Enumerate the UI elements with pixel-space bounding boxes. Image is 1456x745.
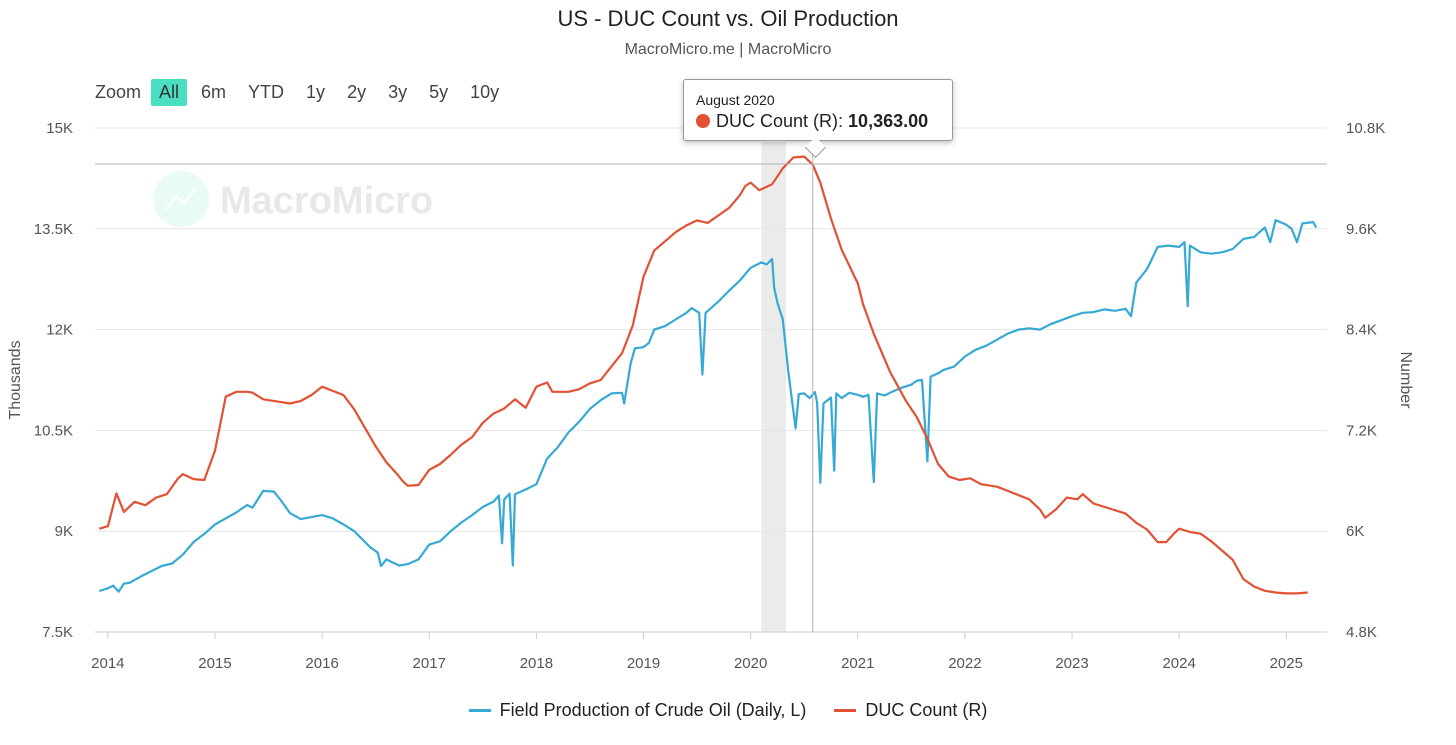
tooltip-series-label: DUC Count (R): [716,111,844,131]
right-axis-tick-label: 7.2K [1346,422,1377,439]
tooltip-value: 10,363.00 [848,111,929,131]
zoom-button-1y[interactable]: 1y [306,82,326,102]
watermark: MacroMicro [153,171,433,227]
legend-label-crude-oil: Field Production of Crude Oil (Daily, L) [499,700,807,720]
right-axis-title: Number [1397,352,1414,410]
duc-count-line [98,155,1308,595]
x-axis-tick-label: 2020 [734,655,767,672]
right-axis-tick-label: 4.8K [1346,624,1377,641]
left-axis-tick-label: 7.5K [42,624,73,641]
zoom-button-3y[interactable]: 3y [388,82,408,102]
tooltip: August 2020 DUC Count (R): 10,363.00 [683,79,953,141]
tooltip-series-dot-icon [696,114,710,128]
x-axis-tick-label: 2018 [520,655,553,672]
right-axis-tick-label: 9.6K [1346,221,1377,238]
watermark-text: MacroMicro [220,180,433,222]
x-axis-tick-label: 2024 [1162,655,1195,672]
crude-oil-production-line [98,219,1318,593]
right-axis-tick-label: 8.4K [1346,322,1377,339]
x-axis-tick-label: 2022 [948,655,981,672]
x-axis-tick-label: 2019 [627,655,660,672]
right-axis-tick-label: 6K [1346,523,1364,540]
x-axis-tick-label: 2025 [1270,655,1303,672]
legend-item-crude-oil[interactable]: Field Production of Crude Oil (Daily, L) [468,700,807,721]
left-axis-title: Thousands [7,340,24,419]
zoom-button-10y[interactable]: 10y [470,82,500,102]
zoom-bar: Zoom All 6m YTD 1y 2y 3y 5y 10y [95,79,513,106]
tooltip-line: DUC Count (R): 10,363.00 [696,111,928,132]
legend-swatch-crude-oil-icon [468,709,491,712]
left-axis-tick-label: 12K [46,322,73,339]
x-axis-tick-label: 2017 [413,655,446,672]
left-axis-tick-label: 9K [55,523,73,540]
legend-swatch-duc-count-icon [834,709,857,712]
x-axis-tick-label: 2021 [841,655,874,672]
zoom-button-6m[interactable]: 6m [201,82,227,102]
x-axis-tick-label: 2023 [1055,655,1088,672]
x-axis-tick-label: 2014 [91,655,124,672]
zoom-label: Zoom [95,82,142,102]
tooltip-date: August 2020 [696,92,775,108]
x-axis-tick-label: 2015 [198,655,231,672]
zoom-button-2y[interactable]: 2y [347,82,367,102]
legend: Field Production of Crude Oil (Daily, L)… [0,700,1456,721]
recession-band [761,142,786,632]
zoom-button-5y[interactable]: 5y [429,82,449,102]
left-axis-tick-label: 13.5K [34,221,73,238]
legend-item-duc-count[interactable]: DUC Count (R) [834,700,987,721]
legend-label-duc-count: DUC Count (R) [865,700,988,720]
zoom-button-ytd[interactable]: YTD [248,82,285,102]
left-axis-tick-label: 10.5K [34,422,73,439]
chart-subtitle: MacroMicro.me | MacroMicro [624,41,832,58]
left-axis-tick-label: 15K [46,120,73,137]
right-axis-tick-label: 10.8K [1346,120,1385,137]
watermark-logo-graph-icon [164,187,198,211]
zoom-button-all[interactable]: All [151,79,188,106]
x-axis-tick-label: 2016 [305,655,338,672]
chart-title: US - DUC Count vs. Oil Production [557,6,899,31]
